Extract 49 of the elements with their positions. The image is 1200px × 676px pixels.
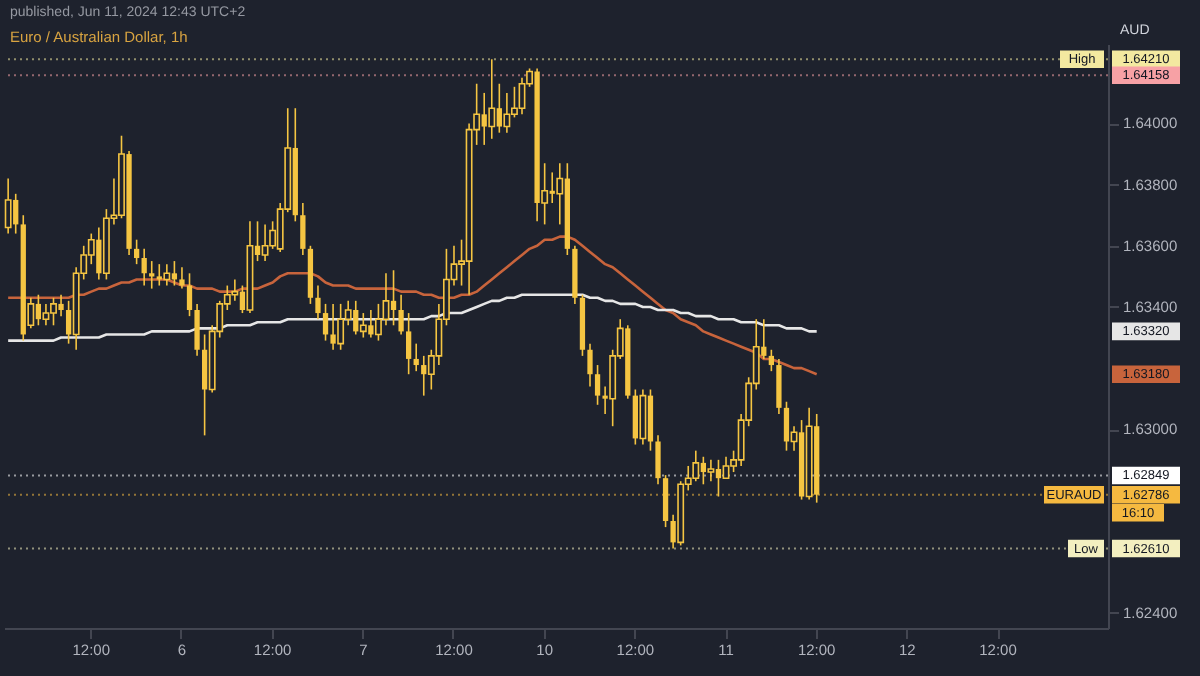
candlestick (149, 260, 155, 290)
candlestick (322, 303, 329, 342)
candlestick (722, 455, 730, 479)
candlestick (587, 342, 593, 388)
candlestick (35, 293, 42, 327)
candlestick (783, 400, 790, 452)
candlestick (156, 263, 162, 287)
candlestick (768, 348, 774, 372)
candlestick (647, 388, 654, 452)
candlestick (503, 92, 511, 134)
candlestick (300, 202, 306, 256)
candlestick (662, 474, 669, 528)
candlestick (368, 309, 374, 339)
candlestick (700, 455, 706, 486)
candlestick (261, 223, 269, 262)
candlestick (337, 303, 345, 351)
candlestick (549, 171, 555, 204)
candlestick (42, 303, 50, 327)
candlestick (58, 293, 64, 317)
candlestick (315, 284, 321, 320)
candlestick (201, 333, 208, 437)
candlestick (398, 293, 404, 336)
candlestick (179, 266, 185, 290)
candlestick (186, 272, 193, 317)
candlestick (594, 364, 601, 406)
candlestick (13, 193, 19, 235)
candlestick (639, 388, 647, 446)
candlestick (353, 300, 359, 336)
candlestick (421, 355, 427, 397)
candlestick (141, 248, 147, 287)
candlestick (692, 449, 700, 483)
candlestick (194, 303, 200, 357)
candlestick (133, 238, 140, 265)
candlestick (632, 388, 638, 446)
candlestick (163, 263, 171, 287)
candlestick (413, 342, 419, 372)
candlestick (707, 459, 715, 483)
candlestick (496, 82, 502, 134)
candlestick (406, 312, 412, 376)
candlestick (481, 92, 487, 146)
candlestick (488, 58, 496, 140)
candlestick (655, 434, 661, 486)
candlestick (390, 269, 397, 327)
candlestick (330, 303, 336, 351)
candlestick (171, 260, 178, 287)
candlestick (776, 358, 782, 415)
candlestick (231, 278, 239, 302)
candlestick (715, 459, 722, 498)
candlestick (50, 296, 57, 327)
